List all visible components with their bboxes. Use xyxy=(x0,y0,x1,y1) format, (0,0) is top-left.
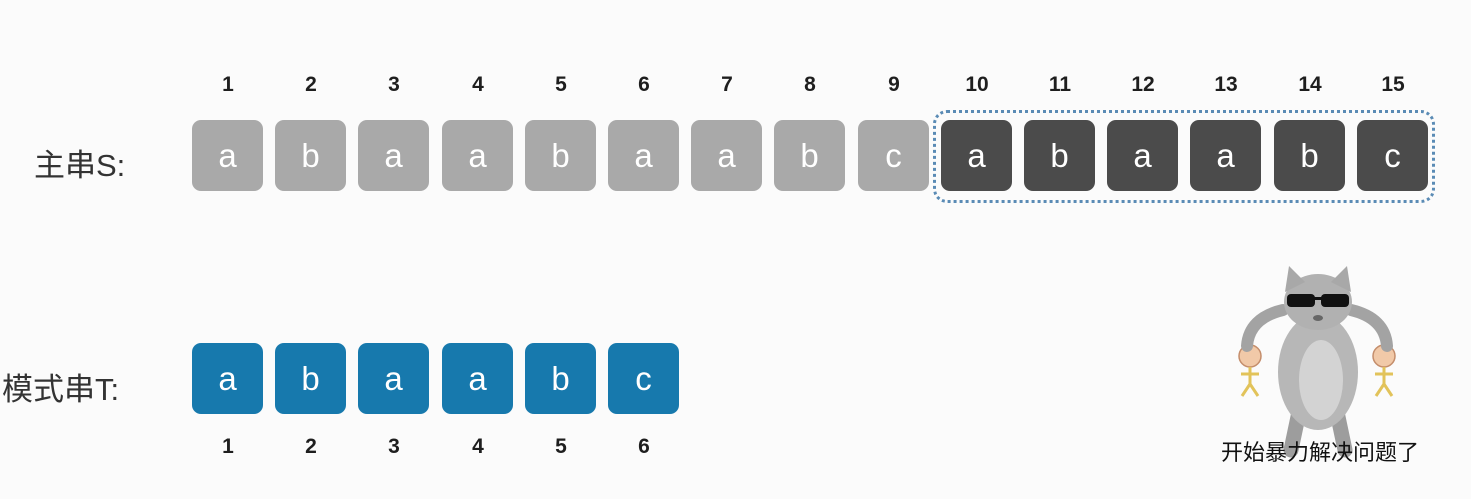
index-label: 12 xyxy=(1131,73,1155,96)
index-label: 6 xyxy=(638,435,650,458)
pattern-char-cell: a xyxy=(442,343,513,414)
pattern-string-label: 模式串T: xyxy=(2,372,120,407)
main-char-cell: a xyxy=(941,120,1012,191)
main-char-cell: a xyxy=(1107,120,1178,191)
index-label: 9 xyxy=(888,73,900,96)
index-label: 4 xyxy=(472,435,484,458)
index-label: 1 xyxy=(222,435,234,458)
main-char-cell: b xyxy=(774,120,845,191)
pattern-char-cell: a xyxy=(358,343,429,414)
main-string-label: 主串S: xyxy=(34,148,126,183)
cool-cat-sunglasses-icon xyxy=(1238,266,1396,458)
index-label: 13 xyxy=(1214,73,1238,96)
main-char-cell: a xyxy=(358,120,429,191)
main-char-cell: c xyxy=(858,120,929,191)
main-char-cell: b xyxy=(1024,120,1095,191)
index-label: 15 xyxy=(1381,73,1405,96)
main-char-cell: a xyxy=(608,120,679,191)
pattern-char-cell: b xyxy=(525,343,596,414)
index-label: 5 xyxy=(555,435,567,458)
highlight-box xyxy=(933,110,1435,203)
index-label: 8 xyxy=(804,73,816,96)
index-label: 2 xyxy=(305,73,317,96)
sticker-caption: 开始暴力解决问题了 xyxy=(1221,440,1420,465)
main-char-cell: a xyxy=(442,120,513,191)
index-label: 14 xyxy=(1298,73,1322,96)
main-char-cell: b xyxy=(275,120,346,191)
main-char-cell: c xyxy=(1357,120,1428,191)
main-char-cell: a xyxy=(691,120,762,191)
index-label: 6 xyxy=(638,73,650,96)
index-label: 2 xyxy=(305,435,317,458)
index-label: 5 xyxy=(555,73,567,96)
index-label: 1 xyxy=(222,73,234,96)
main-char-cell: b xyxy=(1274,120,1345,191)
index-label: 3 xyxy=(388,435,400,458)
index-label: 7 xyxy=(721,73,733,96)
main-char-cell: b xyxy=(525,120,596,191)
main-char-cell: a xyxy=(1190,120,1261,191)
pattern-char-cell: a xyxy=(192,343,263,414)
index-label: 10 xyxy=(965,73,989,96)
pattern-char-cell: b xyxy=(275,343,346,414)
index-label: 4 xyxy=(472,73,484,96)
main-char-cell: a xyxy=(192,120,263,191)
index-label: 11 xyxy=(1048,73,1072,96)
pattern-char-cell: c xyxy=(608,343,679,414)
index-label: 3 xyxy=(388,73,400,96)
